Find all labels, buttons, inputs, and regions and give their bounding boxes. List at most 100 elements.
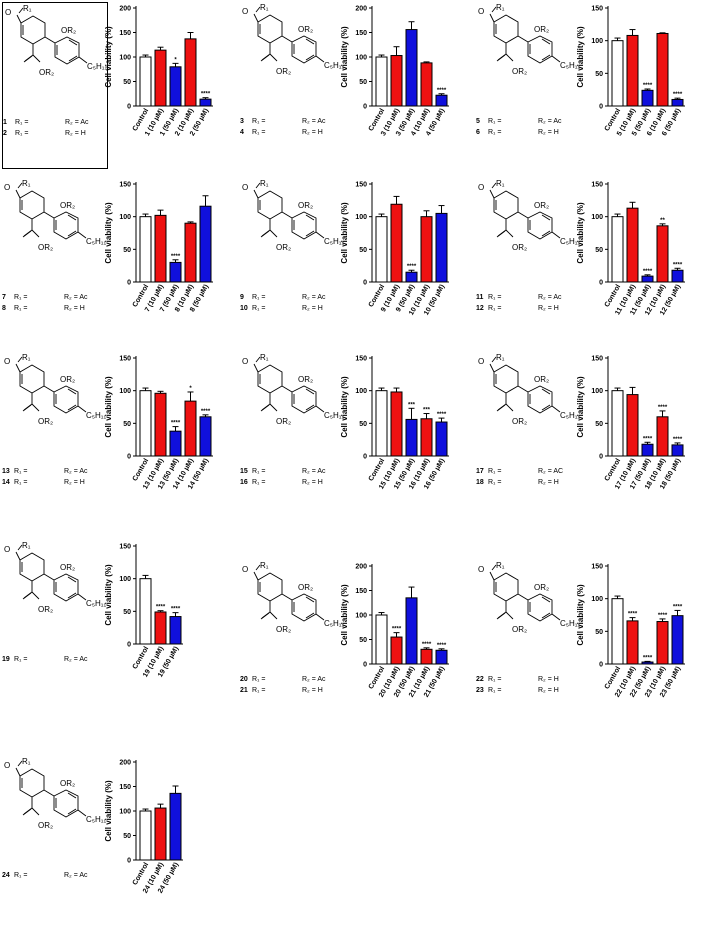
y-axis-label: Cell viability (%) bbox=[576, 376, 585, 438]
bar bbox=[656, 621, 669, 665]
carbonyl-oxygen: O bbox=[242, 357, 248, 366]
significance-label: **** bbox=[171, 421, 181, 427]
viability-chart: Cell viability (%) 0 50 100 150 Control 11 (10… bbox=[576, 178, 701, 340]
bar bbox=[375, 56, 388, 107]
significance-label: *** bbox=[408, 402, 416, 408]
viability-chart: Cell viability (%) 0 50 100 150 Control 13 (10… bbox=[104, 352, 229, 514]
y-axis-label: Cell viability (%) bbox=[576, 584, 585, 646]
bar bbox=[435, 421, 448, 457]
y-tick-label: 50 bbox=[123, 609, 131, 616]
carbonyl-oxygen: O bbox=[478, 183, 484, 192]
r2-substituent: R₂ = Ac bbox=[65, 119, 89, 126]
pentyl-label: C₅H₁₁ bbox=[560, 619, 580, 628]
compound-row: 7 R₁ = R₂ = Ac bbox=[2, 292, 106, 303]
compound-number: 19 bbox=[2, 656, 10, 663]
bar bbox=[656, 416, 669, 457]
carbonyl-oxygen: O bbox=[478, 357, 484, 366]
r1-substituent: R₁ = bbox=[488, 676, 502, 683]
scaffold-structure: O R₁ OR₂ OR₂ C₅H₁₁ bbox=[478, 179, 580, 252]
bar bbox=[139, 56, 152, 107]
scaffold-structure: O R₁ OR₂ OR₂ C₅H₁₁ bbox=[478, 561, 580, 634]
r2-substituent: R₂ = Ac bbox=[302, 294, 326, 301]
compound-number: 23 bbox=[476, 687, 484, 694]
compound-number: 13 bbox=[2, 468, 10, 475]
significance-label: **** bbox=[437, 412, 447, 418]
significance-label: **** bbox=[643, 83, 653, 89]
r1-substituent: R₁ = bbox=[14, 294, 28, 301]
y-tick-label: 150 bbox=[355, 30, 367, 37]
compound-row: 18 R₁ = R₂ = H bbox=[476, 477, 580, 488]
y-axis-label: Cell viability (%) bbox=[340, 584, 349, 646]
compound-number: 17 bbox=[476, 468, 484, 475]
significance-label: **** bbox=[673, 604, 683, 610]
structure-panel: O R₁ OR₂ OR₂ C₅H₁₁ 7 R₁ = R₂ = Ac 8 R₁ = R₂ = H bbox=[2, 178, 106, 343]
y-tick-label: 0 bbox=[127, 280, 131, 287]
r2-substituent: R₂ = Ac bbox=[302, 676, 326, 683]
compound-number: 8 bbox=[2, 305, 6, 312]
or2-label: OR₂ bbox=[60, 563, 75, 572]
scaffold-structure: O R₁ OR₂ OR₂ C₅H₁₁ bbox=[4, 353, 106, 426]
compound-number: 6 bbox=[476, 129, 480, 136]
or2-label: OR₂ bbox=[534, 201, 549, 210]
r1-substituent: R₁ = bbox=[488, 468, 502, 475]
structure-panel: O R₁ OR₂ OR₂ C₅H₁₁ 3 R₁ = R₂ = Ac 4 R₁ = R₂ = H bbox=[240, 2, 344, 167]
bar bbox=[139, 810, 152, 861]
significance-label: **** bbox=[628, 612, 638, 618]
significance-label: **** bbox=[658, 613, 668, 619]
significance-label: **** bbox=[201, 409, 211, 415]
y-tick-label: 150 bbox=[355, 588, 367, 595]
bar bbox=[169, 66, 182, 107]
substituent-legend: 1 R₁ = R₂ = Ac 2 R₁ = R₂ = H bbox=[3, 117, 107, 139]
y-tick-label: 100 bbox=[119, 55, 131, 62]
r1-substituent: R₁ = bbox=[14, 305, 28, 312]
bar bbox=[420, 216, 433, 283]
substituent-legend: 13 R₁ = R₂ = Ac 14 R₁ = R₂ = H bbox=[2, 466, 106, 488]
bar bbox=[671, 269, 684, 283]
scaffold-structure: O R₁ OR₂ OR₂ C₅H₁₁ bbox=[4, 541, 106, 614]
significance-label: **** bbox=[407, 264, 417, 270]
y-tick-label: 100 bbox=[355, 55, 367, 62]
significance-label: * bbox=[174, 57, 177, 63]
significance-label: **** bbox=[422, 642, 432, 648]
bar bbox=[184, 38, 197, 107]
or2-label: OR₂ bbox=[512, 67, 527, 76]
significance-label: ** bbox=[660, 218, 665, 224]
bar bbox=[641, 89, 654, 107]
pentyl-label: C₅H₁₁ bbox=[560, 411, 580, 420]
carbonyl-oxygen: O bbox=[5, 8, 11, 17]
y-tick-label: 200 bbox=[119, 760, 131, 767]
r1-substituent: R₁ = bbox=[252, 479, 266, 486]
pentyl-label: C₅H₁₁ bbox=[87, 62, 107, 71]
r1-label: R₁ bbox=[260, 561, 269, 570]
compound-row: 12 R₁ = R₂ = H bbox=[476, 303, 580, 314]
bar bbox=[154, 49, 167, 107]
r1-substituent: R₁ = bbox=[488, 479, 502, 486]
viability-chart: Cell viability (%) 0 50 100 150 Control **** 19… bbox=[104, 540, 229, 702]
y-tick-label: 150 bbox=[355, 356, 367, 363]
y-tick-label: 150 bbox=[591, 182, 603, 189]
compound-number: 11 bbox=[476, 294, 484, 301]
bar bbox=[420, 62, 433, 107]
viability-chart: Cell viability (%) 0 50 100 150 Control 7 (10 … bbox=[104, 178, 229, 340]
carbonyl-oxygen: O bbox=[478, 565, 484, 574]
y-axis-label: Cell viability (%) bbox=[576, 26, 585, 88]
y-tick-label: 0 bbox=[363, 662, 367, 669]
compound-number: 7 bbox=[2, 294, 6, 301]
r1-label: R₁ bbox=[260, 353, 269, 362]
compound-number: 15 bbox=[240, 468, 248, 475]
r1-label: R₁ bbox=[496, 353, 505, 362]
y-tick-label: 50 bbox=[595, 421, 603, 428]
y-tick-label: 200 bbox=[119, 6, 131, 13]
bar bbox=[184, 400, 197, 457]
y-axis-label: Cell viability (%) bbox=[340, 26, 349, 88]
bar bbox=[626, 207, 639, 283]
viability-chart: Cell viability (%) 0 50 100 150 Control **** 22… bbox=[576, 560, 701, 722]
y-tick-label: 0 bbox=[127, 454, 131, 461]
r2-substituent: R₂ = H bbox=[538, 676, 559, 683]
y-tick-label: 100 bbox=[591, 596, 603, 603]
pentyl-label: C₅H₁₁ bbox=[86, 237, 106, 246]
or2-label: OR₂ bbox=[38, 243, 53, 252]
